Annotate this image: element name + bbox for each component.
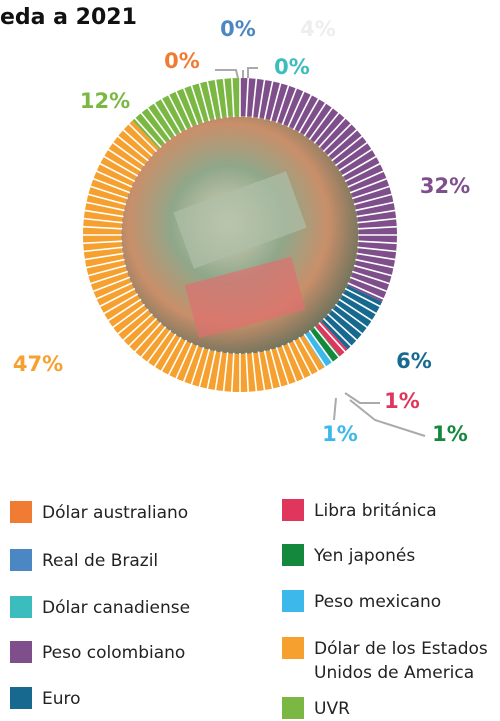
value-label: 0% [164,49,200,73]
legend-swatch [10,687,32,709]
legend-item: Libra británica [282,499,499,523]
page: eda a 2021 4% 0% 0% 0% 32% 6% 1% 1% 1% 47% 12% Dó… [0,0,500,715]
legend-item: Peso colombiano [10,641,272,665]
leader [215,70,238,78]
legend-item: Euro [10,687,272,711]
legend-swatch [10,549,32,571]
value-label: 0% [274,55,310,79]
value-label: 1% [322,422,358,446]
leader [334,398,336,420]
legend-item: Dólar de los Estados Unidos de America [282,637,499,685]
value-label: 47% [13,352,63,376]
legend-swatch [282,590,304,612]
leader [345,393,380,403]
legend-label: Peso mexicano [314,590,499,614]
legend-label: Euro [42,687,272,711]
chart-title: eda a 2021 [0,5,137,30]
value-label: 32% [420,174,470,198]
legend-label: Dólar australiano [42,501,272,525]
legend-swatch [282,544,304,566]
legend-swatch [10,641,32,663]
legend-label: UVR [314,697,499,721]
leader [248,68,258,78]
value-label: 1% [384,389,420,413]
legend-label: Dólar de los Estados Unidos de America [314,637,499,685]
legend-item: UVR [282,697,499,721]
legend-label: Peso colombiano [42,641,272,665]
legend-item: Dólar canadiense [10,596,272,620]
legend-swatch [282,637,304,659]
value-label: 1% [432,422,468,446]
legend-item: Dólar australiano [10,501,272,525]
legend-label: Dólar canadiense [42,596,272,620]
legend-item: Peso mexicano [282,590,499,614]
legend-item: Real de Brazil [10,549,272,573]
legend-item: Yen japonés [282,544,499,568]
annotation: 4% [300,17,336,41]
value-label: 12% [80,89,130,113]
legend-swatch [282,499,304,521]
legend-label: Libra británica [314,499,499,523]
legend-swatch [10,501,32,523]
legend-swatch [282,697,304,719]
legend-swatch [10,596,32,618]
value-label: 0% [220,17,256,41]
legend-label: Yen japonés [314,544,499,568]
value-label: 6% [396,349,432,373]
legend-label: Real de Brazil [42,549,272,573]
chart: eda a 2021 4% 0% 0% 0% 32% 6% 1% 1% 1% 47% 12% [0,0,500,470]
